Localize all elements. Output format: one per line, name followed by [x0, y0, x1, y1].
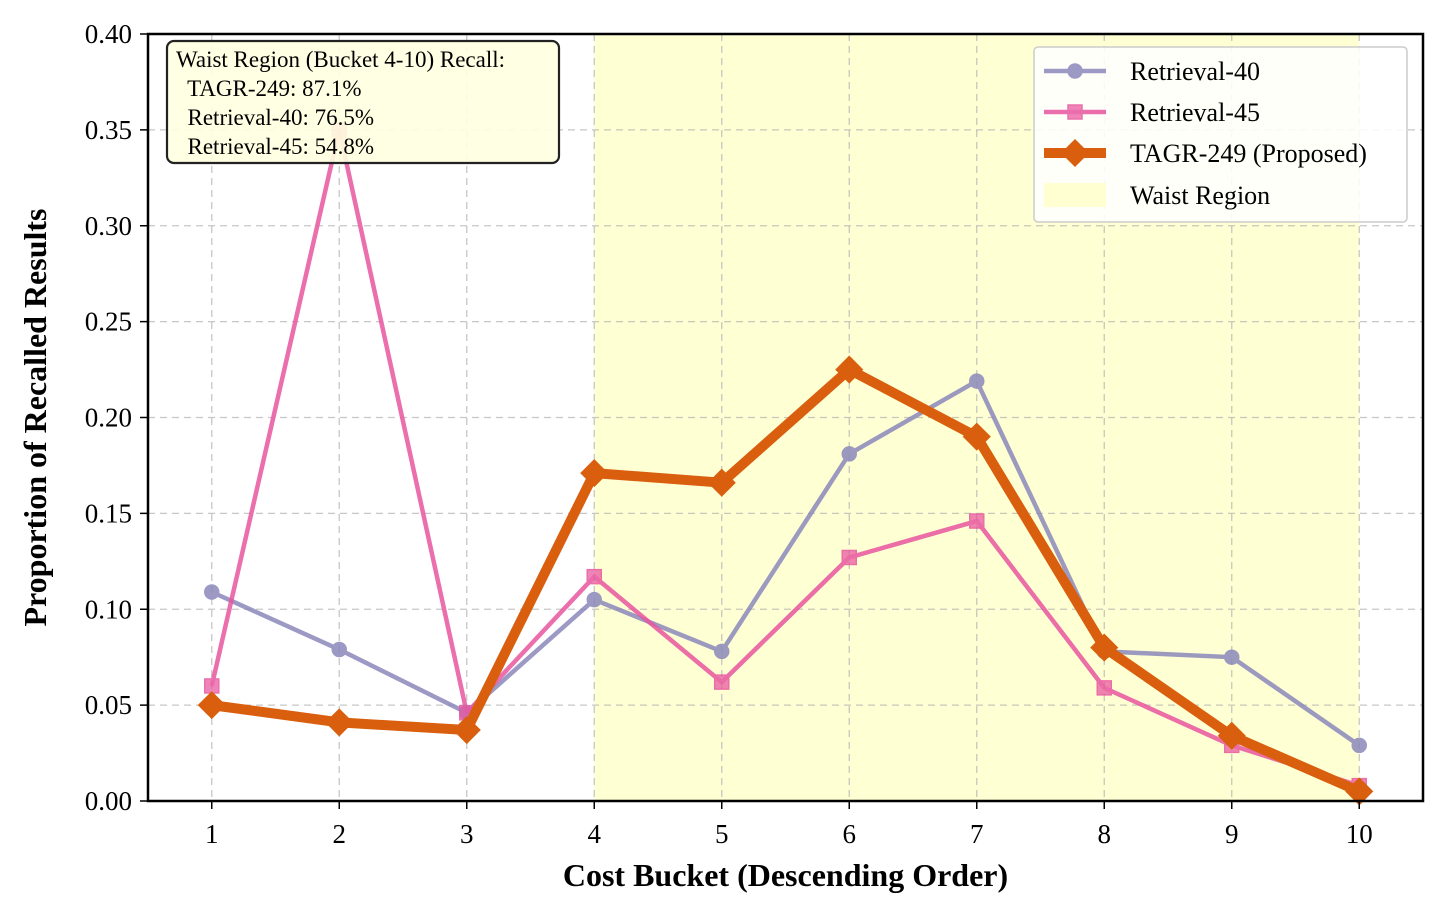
series-retrieval-40: [204, 373, 1367, 754]
y-tick-label: 0.40: [85, 19, 132, 49]
x-tick-label: 9: [1225, 819, 1239, 849]
x-tick-label: 3: [460, 819, 474, 849]
x-tick-label: 4: [588, 819, 602, 849]
annotation-line: Retrieval-45: 54.8%: [176, 134, 374, 159]
data-point: [714, 643, 730, 660]
legend-marker: [1067, 104, 1083, 120]
y-tick-label: 0.35: [85, 115, 132, 145]
series-line: [211, 364, 1362, 796]
data-point: [1096, 680, 1112, 696]
data-point: [969, 373, 985, 389]
legend-marker: [1060, 138, 1090, 168]
legend-entry: [1044, 104, 1106, 120]
data-point: [204, 584, 220, 600]
data-point: [707, 468, 736, 497]
data-point: [331, 641, 347, 658]
data-point: [452, 715, 481, 745]
data-point: [586, 591, 602, 608]
y-tick-label: 0.25: [85, 307, 132, 337]
x-axis-title: Cost Bucket (Descending Order): [563, 857, 1008, 893]
data-point: [714, 674, 730, 690]
legend-swatch: [1044, 183, 1106, 207]
legend-label: Retrieval-45: [1130, 98, 1260, 127]
data-point: [962, 422, 991, 451]
y-tick-label: 0.20: [85, 403, 132, 433]
data-point: [197, 691, 226, 720]
data-point: [1224, 649, 1240, 665]
series-line: [210, 378, 1361, 748]
y-tick-label: 0.10: [85, 594, 132, 624]
data-point: [586, 568, 602, 585]
y-tick-label: 0.05: [85, 690, 132, 720]
y-axis-title: Proportion of Recalled Results: [17, 208, 53, 626]
ticks: 1 2 3 4 5 6 7 8 9 10 0.00 0.05 0.10 0.15 0.20 0.25 0.30 0…: [85, 19, 1373, 849]
data-point: [841, 549, 857, 566]
x-tick-label: 5: [715, 819, 729, 849]
annotation-box: Waist Region (Bucket 4-10) Recall: TAGR-…: [165, 39, 561, 165]
annotation-line: Retrieval-40: 76.5%: [176, 105, 374, 130]
annotation-background: [165, 39, 561, 165]
legend-label: Retrieval-40: [1130, 57, 1260, 86]
data-point: [1351, 737, 1367, 754]
legend-entry: [1044, 138, 1106, 168]
x-tick-label: 7: [970, 819, 984, 849]
x-tick-label: 1: [205, 819, 219, 849]
x-tick-label: 10: [1346, 819, 1373, 849]
x-tick-label: 8: [1098, 819, 1112, 849]
legend-entry: [1044, 63, 1106, 79]
data-point: [835, 355, 864, 384]
series-tagr-249-proposed: [197, 355, 1374, 806]
legend: Retrieval-40 Retrieval-45 TAGR-249 (Propos…: [1033, 46, 1408, 223]
data-point: [325, 708, 354, 737]
data-point: [204, 678, 220, 694]
legend-marker: [1067, 63, 1083, 79]
y-tick-label: 0.15: [85, 498, 132, 528]
grid-lines: [148, 34, 1423, 801]
data-point: [1090, 633, 1119, 662]
legend-label: Waist Region: [1130, 181, 1270, 210]
series-line: [209, 127, 1360, 788]
y-tick-label: 0.30: [85, 211, 132, 241]
y-tick-label: 0.00: [85, 786, 132, 816]
legend-label: TAGR-249 (Proposed): [1130, 139, 1367, 168]
x-tick-label: 2: [333, 819, 347, 849]
data-point: [1217, 721, 1246, 750]
data-point: [841, 446, 857, 462]
series-layer: [197, 122, 1374, 806]
data-point: [580, 459, 609, 488]
annotation-line: TAGR-249: 87.1%: [176, 76, 362, 101]
x-tick-label: 6: [843, 819, 857, 849]
legend-frame: [1033, 46, 1408, 223]
annotation-line: Waist Region (Bucket 4-10) Recall:: [176, 47, 505, 72]
data-point: [969, 513, 985, 529]
